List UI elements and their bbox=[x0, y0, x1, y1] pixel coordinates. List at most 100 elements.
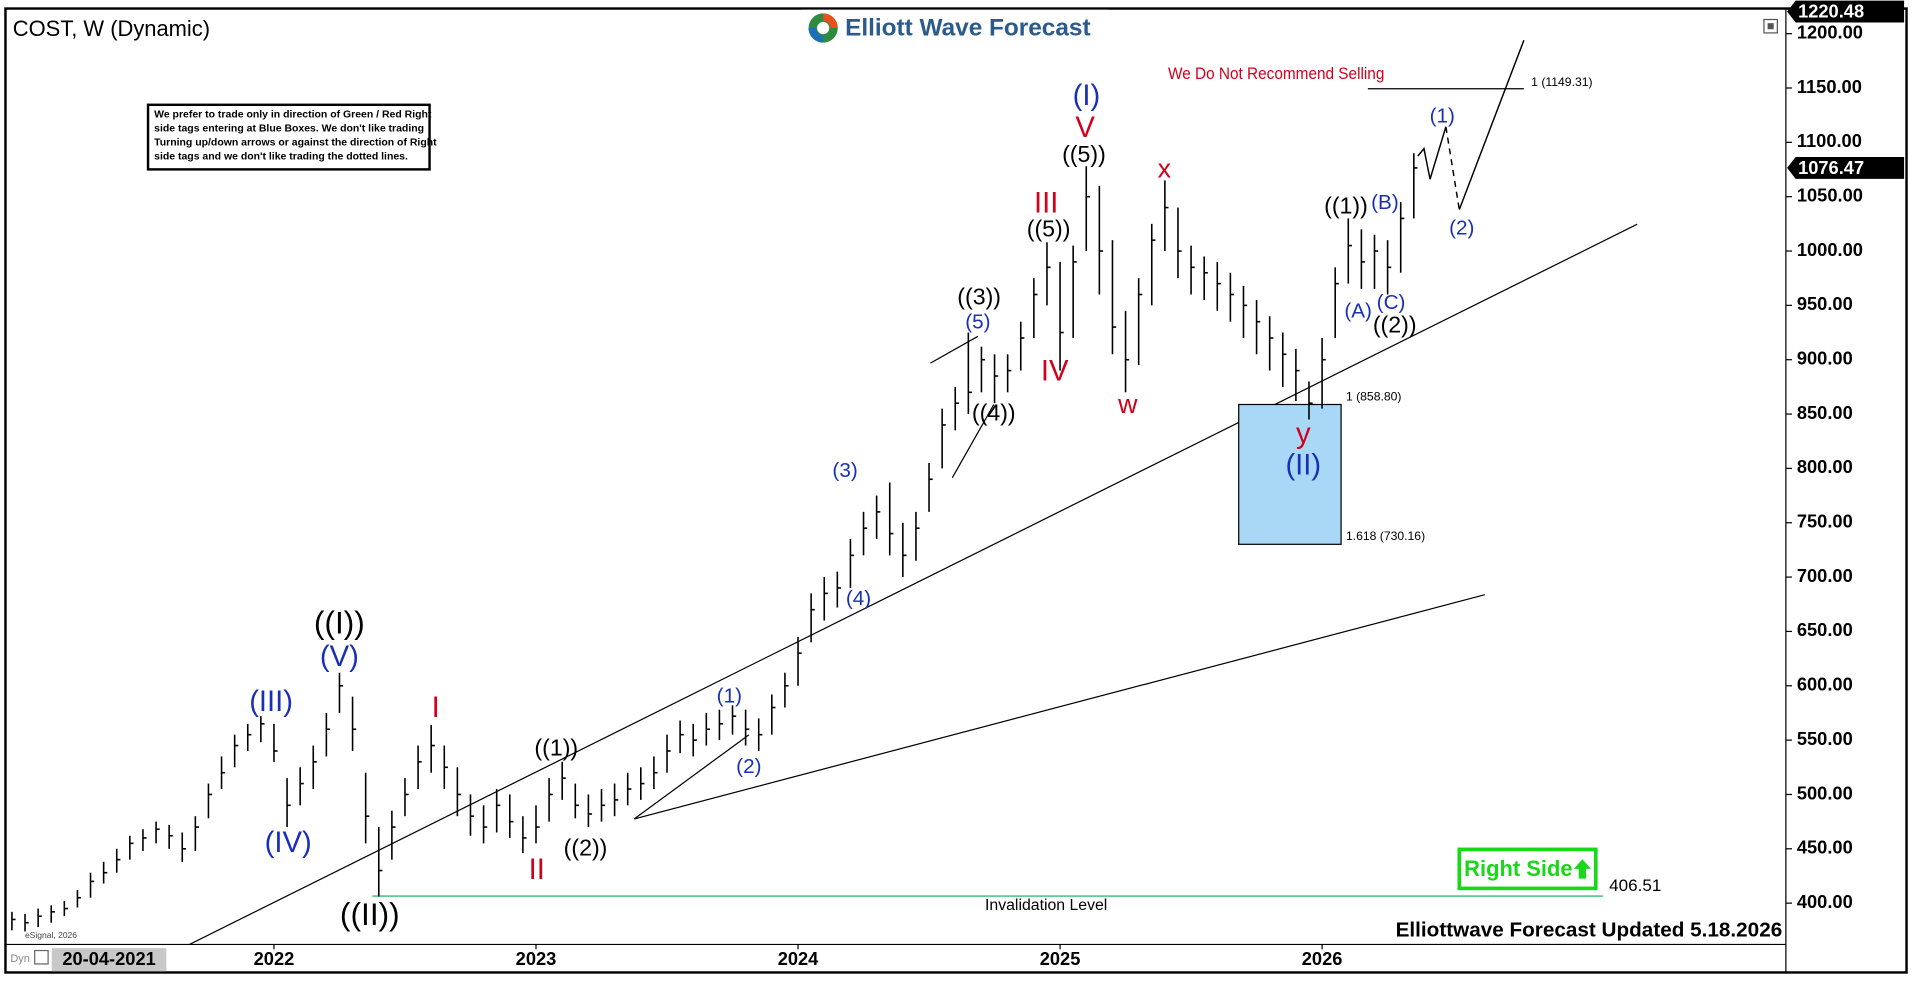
note-box bbox=[146, 103, 431, 171]
y-tick-label: 1050.00 bbox=[1797, 185, 1863, 206]
projection-dashed bbox=[1445, 126, 1461, 210]
target-label: 1 (1149.31) bbox=[1531, 75, 1592, 89]
invalidation-text: Invalidation Level bbox=[985, 897, 1107, 914]
wave-label: (4) bbox=[846, 587, 871, 610]
y-tick-label: 800.00 bbox=[1797, 456, 1853, 477]
right-side-arrow bbox=[1573, 859, 1591, 879]
wave-label: ((I)) bbox=[314, 605, 365, 641]
source-text: eSignal, 2026 bbox=[25, 930, 77, 940]
wave-label: ((3)) bbox=[957, 284, 1001, 310]
logo-icon-center bbox=[817, 21, 830, 35]
wave-label: ((2)) bbox=[564, 834, 608, 860]
trend-line bbox=[634, 594, 1486, 820]
x-tick-label: 2026 bbox=[1302, 948, 1343, 969]
wave-label: IV bbox=[1041, 356, 1069, 388]
wave-label: ((1)) bbox=[1324, 192, 1368, 218]
wave-label: I bbox=[432, 692, 440, 724]
y-tick-label: 1000.00 bbox=[1797, 239, 1863, 260]
y-tick-label: 750.00 bbox=[1797, 511, 1853, 532]
x-tick-label: 2022 bbox=[254, 948, 295, 969]
chart-title: COST, W (Dynamic) bbox=[13, 16, 210, 41]
blue-box-bottom-label: 1.618 (730.16) bbox=[1346, 529, 1425, 543]
wave-label: (5) bbox=[965, 310, 990, 333]
y-tick-label: 850.00 bbox=[1797, 402, 1853, 423]
x-tick-label: 2023 bbox=[516, 948, 557, 969]
y-tick-label: 1200.00 bbox=[1797, 21, 1863, 42]
window-icon-inner bbox=[1767, 23, 1774, 30]
y-tick-label: 400.00 bbox=[1797, 891, 1853, 912]
trend-line bbox=[633, 734, 750, 820]
channel-line bbox=[930, 335, 979, 364]
logo-icon-part bbox=[823, 13, 838, 29]
plot: 1 (858.80) 1.618 (730.16) 1 (1149.31) 406.5… bbox=[11, 75, 1661, 932]
corner-icon[interactable] bbox=[34, 949, 49, 965]
logo: Elliott Wave Forecast bbox=[801, 9, 1109, 47]
invalidation-value: 406.51 bbox=[1609, 876, 1661, 895]
corner-text: Dyn bbox=[10, 953, 29, 965]
y-tick-label: 1150.00 bbox=[1797, 76, 1862, 97]
wave-label: (B) bbox=[1371, 191, 1399, 214]
logo-icon-part bbox=[808, 28, 824, 43]
cursor-date-box bbox=[51, 948, 167, 972]
y-tick-label: 600.00 bbox=[1797, 674, 1853, 695]
last-price-label: 1076.47 bbox=[1798, 157, 1864, 178]
top-price-label: 1220.48 bbox=[1798, 1, 1864, 22]
wave-label: (3) bbox=[832, 459, 857, 482]
cursor-date: 20-04-2021 bbox=[62, 948, 155, 969]
wave-label: II bbox=[529, 854, 545, 886]
wave-label: (III) bbox=[249, 686, 293, 718]
right-side-box bbox=[1457, 847, 1598, 891]
projection-path bbox=[1458, 39, 1525, 210]
blue-box-top-label: 1 (858.80) bbox=[1346, 389, 1402, 403]
trend-lines bbox=[189, 223, 1638, 945]
wave-label: (I) bbox=[1073, 80, 1101, 112]
wave-label: (II) bbox=[1285, 449, 1321, 481]
wave-label: (C) bbox=[1377, 291, 1406, 314]
channel-line bbox=[951, 404, 995, 479]
note-line: We prefer to trade only in direction of … bbox=[154, 109, 432, 120]
y-tick-label: 650.00 bbox=[1797, 619, 1853, 640]
wave-label: III bbox=[1034, 187, 1058, 219]
wave-label: (IV) bbox=[265, 827, 312, 859]
wave-label: ((2)) bbox=[1373, 312, 1417, 338]
top-price-box bbox=[1787, 0, 1905, 23]
last-price-box bbox=[1787, 156, 1905, 179]
y-tick-label: 550.00 bbox=[1797, 728, 1853, 749]
wave-label: ((II)) bbox=[340, 896, 400, 932]
wave-label: ((5)) bbox=[1027, 215, 1071, 241]
wave-label: (A) bbox=[1344, 299, 1372, 322]
x-tick-label: 2025 bbox=[1040, 948, 1081, 969]
y-tick-label: 1100.00 bbox=[1797, 130, 1862, 151]
warning-text: We Do Not Recommend Selling bbox=[1168, 64, 1384, 83]
note-line: Turning up/down arrows or against the di… bbox=[154, 137, 437, 148]
frame bbox=[4, 7, 1908, 974]
footer-text: Elliottwave Forecast Updated 5.18.2026 bbox=[1396, 919, 1783, 942]
wave-label: (1) bbox=[1430, 104, 1455, 127]
wave-label: (2) bbox=[1449, 217, 1474, 240]
blue-box bbox=[1238, 403, 1342, 545]
wave-label: x bbox=[1158, 154, 1172, 184]
wave-label: w bbox=[1117, 389, 1138, 419]
wave-label: ((1)) bbox=[534, 735, 578, 761]
x-tick-label: 2024 bbox=[778, 948, 819, 969]
note: We prefer to trade only in direction of … bbox=[154, 109, 437, 162]
wave-label: (V) bbox=[320, 641, 359, 673]
right-side-text: Right Side bbox=[1464, 856, 1572, 881]
y-tick-label: 500.00 bbox=[1797, 782, 1853, 803]
y-tick-label: 950.00 bbox=[1797, 293, 1853, 314]
y-tick-label: 900.00 bbox=[1797, 348, 1853, 369]
trend-line bbox=[189, 223, 1638, 945]
wave-label: ((4)) bbox=[972, 399, 1016, 425]
wave-label: (1) bbox=[717, 685, 742, 708]
note-line: side tags and we don't like trading the … bbox=[154, 151, 408, 162]
projection-path bbox=[1417, 126, 1447, 180]
wave-label: y bbox=[1296, 418, 1311, 450]
wave-label: (2) bbox=[736, 755, 761, 778]
note-line: side tags entering at Blue Boxes. We don… bbox=[154, 123, 424, 134]
y-tick-label: 700.00 bbox=[1797, 565, 1853, 586]
y-tick-label: 450.00 bbox=[1797, 837, 1853, 858]
right-side-tag: Right Side bbox=[1457, 847, 1598, 891]
logo-background bbox=[801, 9, 1109, 47]
wave-label: ((5)) bbox=[1062, 141, 1106, 167]
